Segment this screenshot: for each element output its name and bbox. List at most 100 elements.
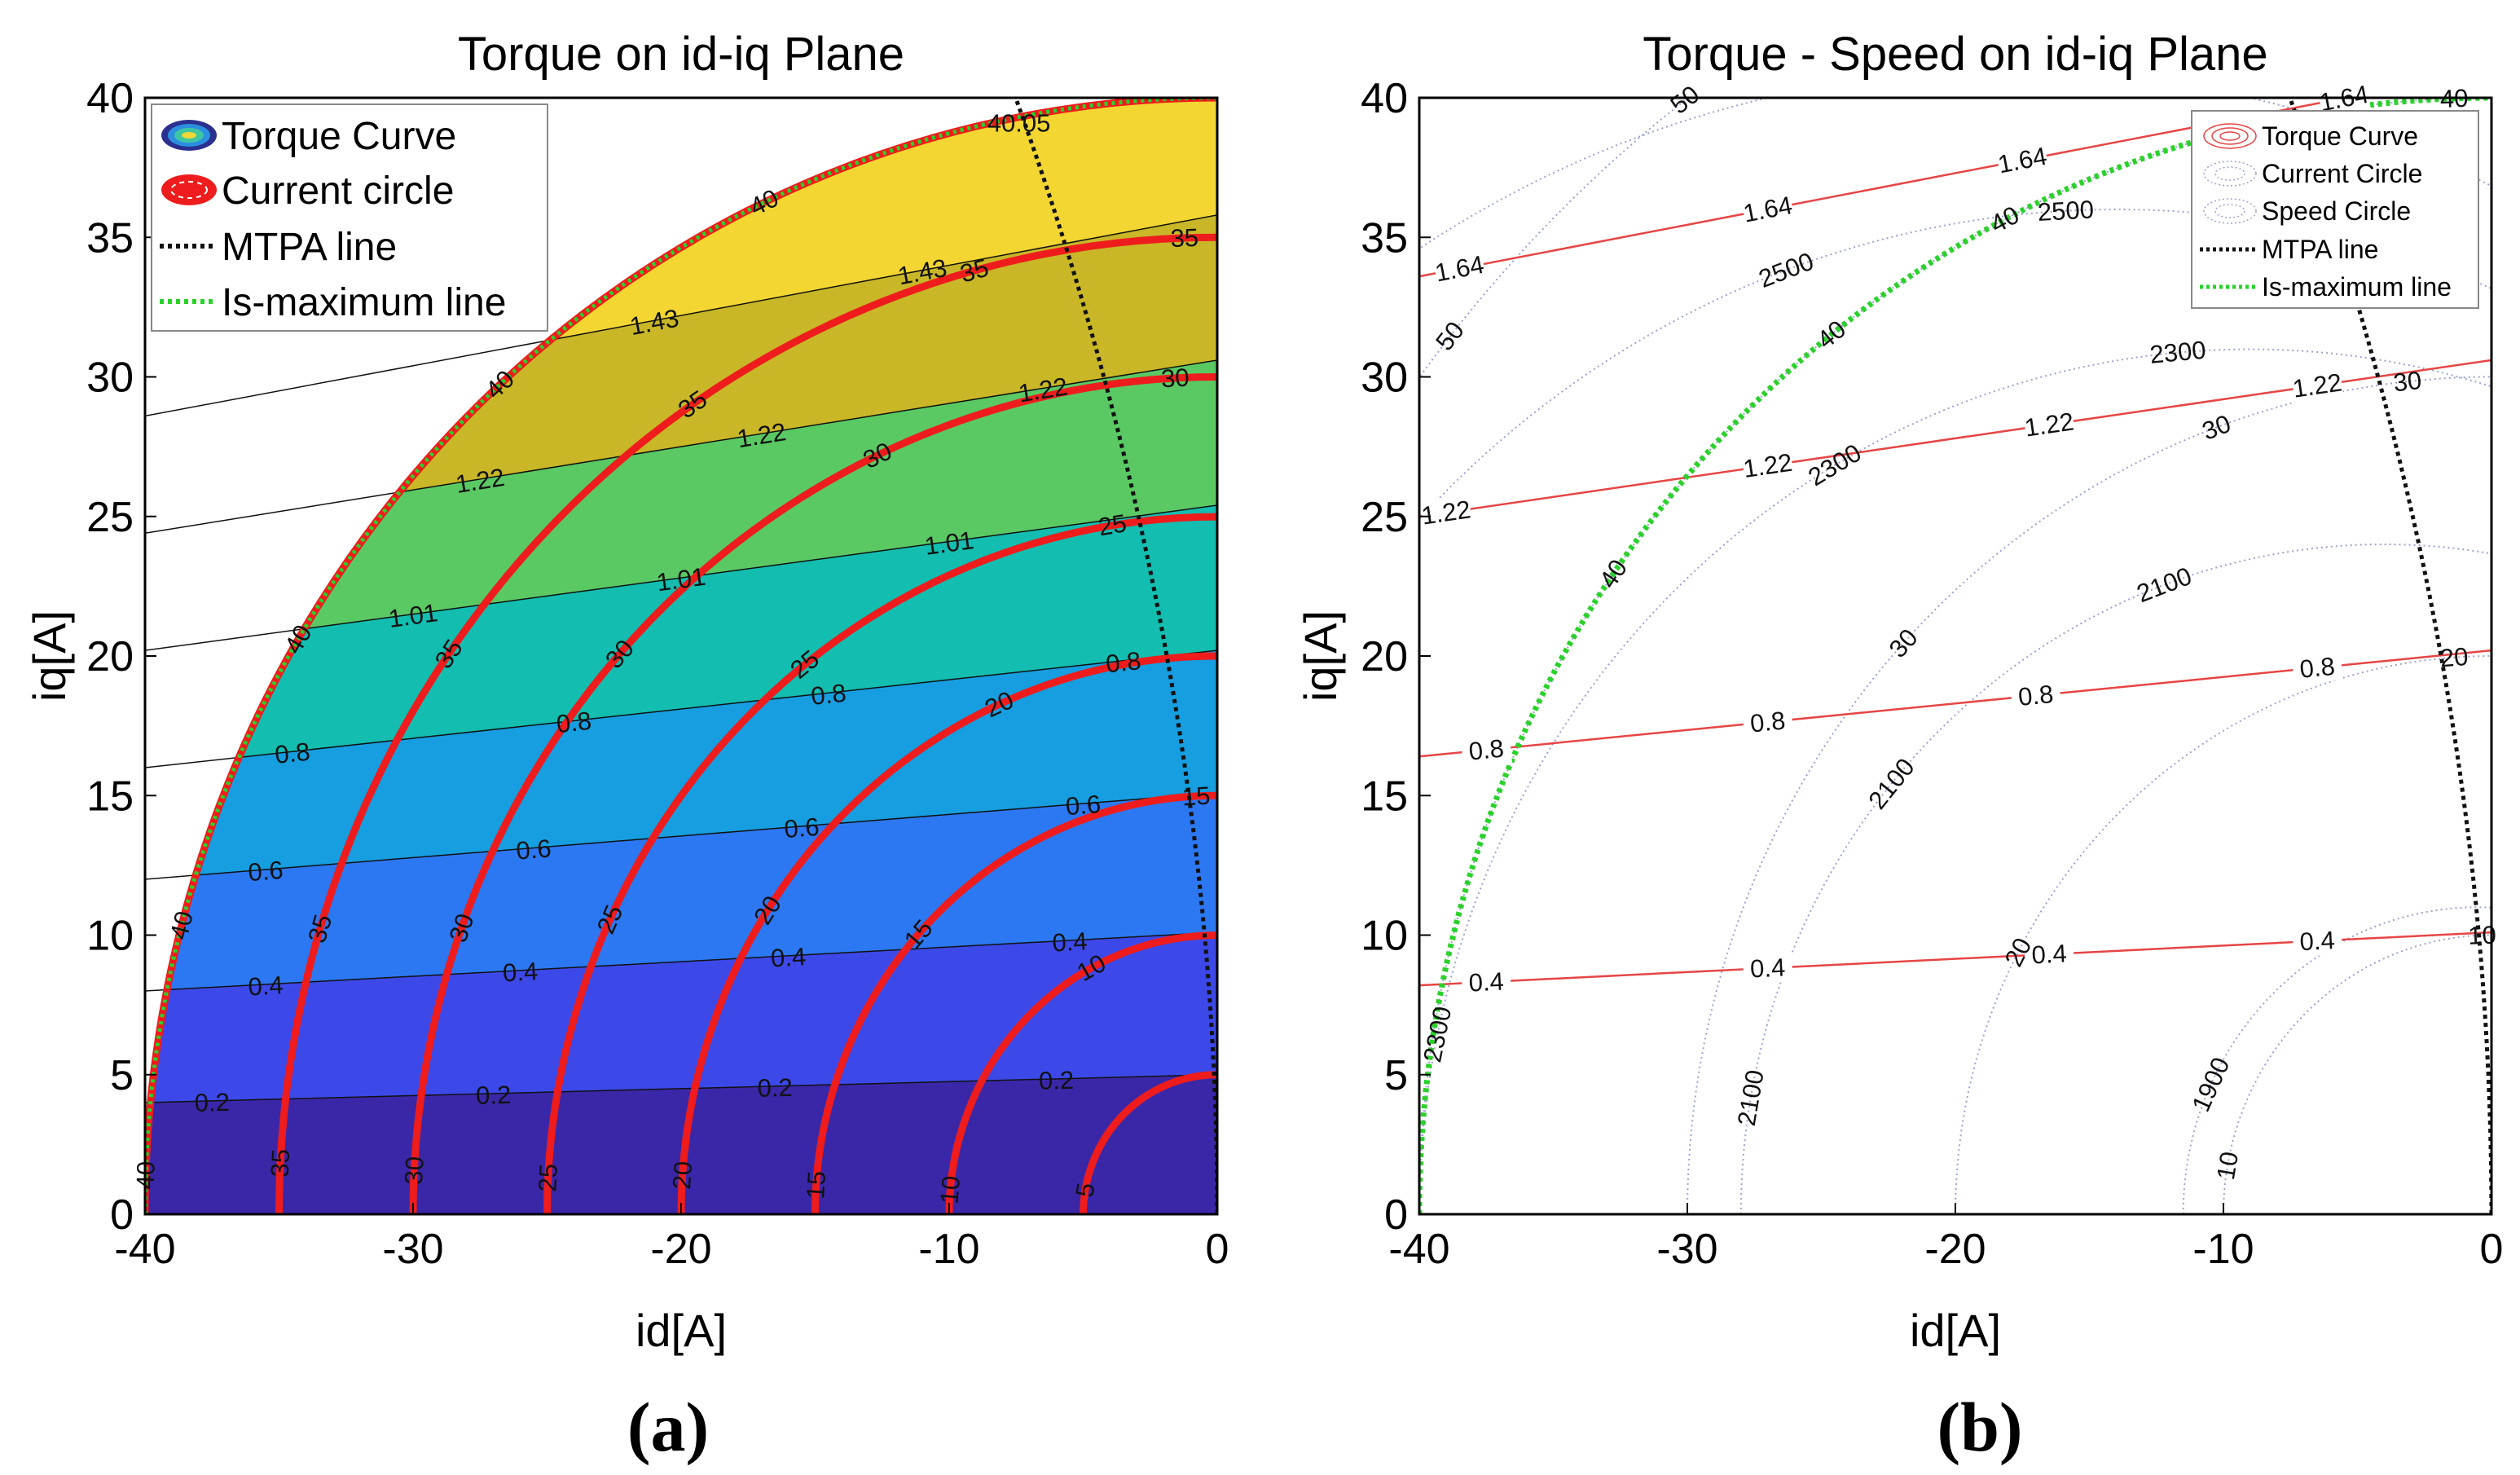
torque-contour-label: 0.6 (247, 856, 284, 887)
panel-a-ylabel: iq[A] (24, 610, 75, 702)
panel-b-xtick-label: -10 (2192, 1226, 2254, 1273)
panel-a-xlabel: id[A] (635, 1305, 727, 1356)
torque-contour-label: 0.8 (2017, 680, 2055, 711)
torque-contour-line (145, 504, 1217, 651)
torque-label-bg (2010, 678, 2062, 713)
panel-b-ytick-label: 5 (1384, 1052, 1408, 1099)
torque-label-bg (1742, 952, 1793, 984)
torque-label-bg (1995, 141, 2050, 179)
torque-label-bg (2290, 367, 2344, 404)
panel-a-ytick-label: 40 (86, 75, 134, 122)
current-circle-label: 25 (533, 1163, 563, 1192)
panel-b-ytick-label: 15 (1361, 773, 1408, 820)
torque-contour-label: 0.8 (810, 679, 848, 711)
torque-contour-line (145, 359, 1217, 535)
legend-is-maximum-line: Is-maximum line (222, 281, 506, 324)
legend-current-circle-icon (161, 174, 217, 205)
panel-b-ytick-label: 30 (1361, 354, 1408, 402)
panel-b-ytick-label: 25 (1361, 494, 1408, 541)
current-circle-arc (677, 652, 1217, 1214)
torque-contour-label: 0.4 (502, 957, 539, 987)
panel-b-legend-box (2191, 110, 2479, 309)
torque-contour-label: 0.4 (1749, 953, 1786, 983)
torque-label-bg (1432, 249, 1487, 288)
legend-torque-curve-icon-b (2203, 123, 2257, 149)
torque-label-bg (1419, 494, 1473, 531)
panel-a-xtick-label: -40 (114, 1226, 175, 1273)
torque-contour-label: 0.4 (1468, 967, 1505, 997)
current-circle-label: 15 (1181, 782, 1211, 812)
speed-circle-label: 2300 (2148, 336, 2207, 369)
legend-mtpa-line: MTPA line (222, 226, 397, 269)
current-circle-arc (2223, 934, 2491, 1214)
current-circle-arc (543, 513, 1217, 1214)
torque-contour-line (145, 1074, 1217, 1103)
torque-contour-line (145, 931, 1217, 992)
torque-label-bg (1741, 447, 1794, 484)
current-circle-label: 35 (266, 1148, 296, 1178)
torque-label-bg (1461, 966, 1512, 998)
torque-label-bg (2024, 938, 2075, 971)
panel-b-ytick-label: 10 (1361, 913, 1408, 960)
legend-current-circle-icon-b (2203, 161, 2257, 187)
panel-b-ytick-label: 0 (1384, 1191, 1408, 1239)
torque-label-bg (2022, 406, 2076, 443)
torque-contour-label: 0.2 (1039, 1066, 1075, 1095)
panel-a-xtick-label: -10 (918, 1226, 979, 1273)
torque-label-bg (1460, 733, 1512, 768)
legend-speed-circle-icon-b (2203, 198, 2257, 224)
panel-a-ytick-label: 25 (86, 494, 134, 541)
panel-b-title: Torque - Speed on id-iq Plane (1643, 28, 2267, 81)
current-circle-arc (409, 373, 1217, 1214)
panel-a-legend: Torque Curve Current circle MTPA line Is… (151, 103, 548, 332)
current-circle-arc (1080, 1071, 1217, 1214)
legend-b-is-maximum-line: Is-maximum line (2262, 272, 2452, 302)
torque-contour-line (145, 214, 1217, 417)
torque-contour-label: 0.4 (1052, 927, 1088, 957)
current-circle-label: 30 (1160, 363, 1190, 393)
torque-contour-label: 1.22 (2023, 407, 2076, 442)
panel-b-ytick-label: 35 (1361, 214, 1408, 262)
legend-b-torque-curve: Torque Curve (2262, 121, 2418, 151)
panel-b-xtick-label: -40 (1388, 1226, 1449, 1273)
is-maximum-line (145, 98, 1217, 1214)
panel-a-xtick-label: -30 (382, 1226, 443, 1273)
panel-a-ytick-label: 15 (86, 773, 134, 820)
torque-contour-label: 1.22 (2291, 368, 2344, 403)
panel-a-legend-box (151, 103, 548, 332)
panel-a-xtick-label: -20 (650, 1226, 711, 1273)
torque-label-bg (2291, 650, 2343, 685)
current-circle-label: 25 (1096, 509, 1128, 541)
torque-contour-label: 0.4 (2299, 926, 2336, 956)
torque-contour-label: 1.01 (387, 598, 439, 633)
torque-band (145, 650, 1217, 879)
torque-contour-label: 0.8 (1749, 706, 1787, 738)
is-maximum-line (1419, 98, 2491, 1214)
speed-circle-label: 2500 (2037, 195, 2095, 227)
current-circle-label: 15 (801, 1170, 831, 1200)
panel-a-title: Torque on id-iq Plane (458, 28, 904, 81)
torque-contour-label: 1.22 (1741, 448, 1794, 483)
torque-band (145, 932, 1217, 1103)
torque-contour-label: 0.8 (274, 737, 312, 768)
panel-a-ytick-label: 0 (110, 1191, 134, 1239)
panel-b-xtick-label: -30 (1656, 1226, 1717, 1273)
panel-a-ytick-label: 10 (86, 913, 134, 960)
torque-label-bg (2292, 925, 2343, 958)
current-circle-label: 35 (1170, 223, 1199, 253)
torque-band (145, 359, 1217, 651)
extra-torque-label: 40.05 (987, 108, 1051, 137)
legend-b-current-circle: Current Circle (2262, 159, 2422, 188)
current-circle-label: 10 (935, 1175, 965, 1205)
panel-b-ytick-label: 20 (1361, 633, 1408, 680)
legend-b-speed-circle: Speed Circle (2262, 196, 2411, 226)
panel-a-ytick-label: 35 (86, 214, 134, 262)
torque-band (145, 792, 1217, 991)
torque-contour-label: 0.8 (555, 707, 593, 738)
panel-b-label: (b) (1937, 1388, 2022, 1466)
panel-a-xtick-label: 0 (1206, 1226, 1229, 1273)
panel-b-xtick-label: -20 (1924, 1226, 1986, 1273)
torque-contour-label: 0.2 (476, 1081, 512, 1110)
torque-contour-label: 1.22 (1420, 495, 1473, 530)
